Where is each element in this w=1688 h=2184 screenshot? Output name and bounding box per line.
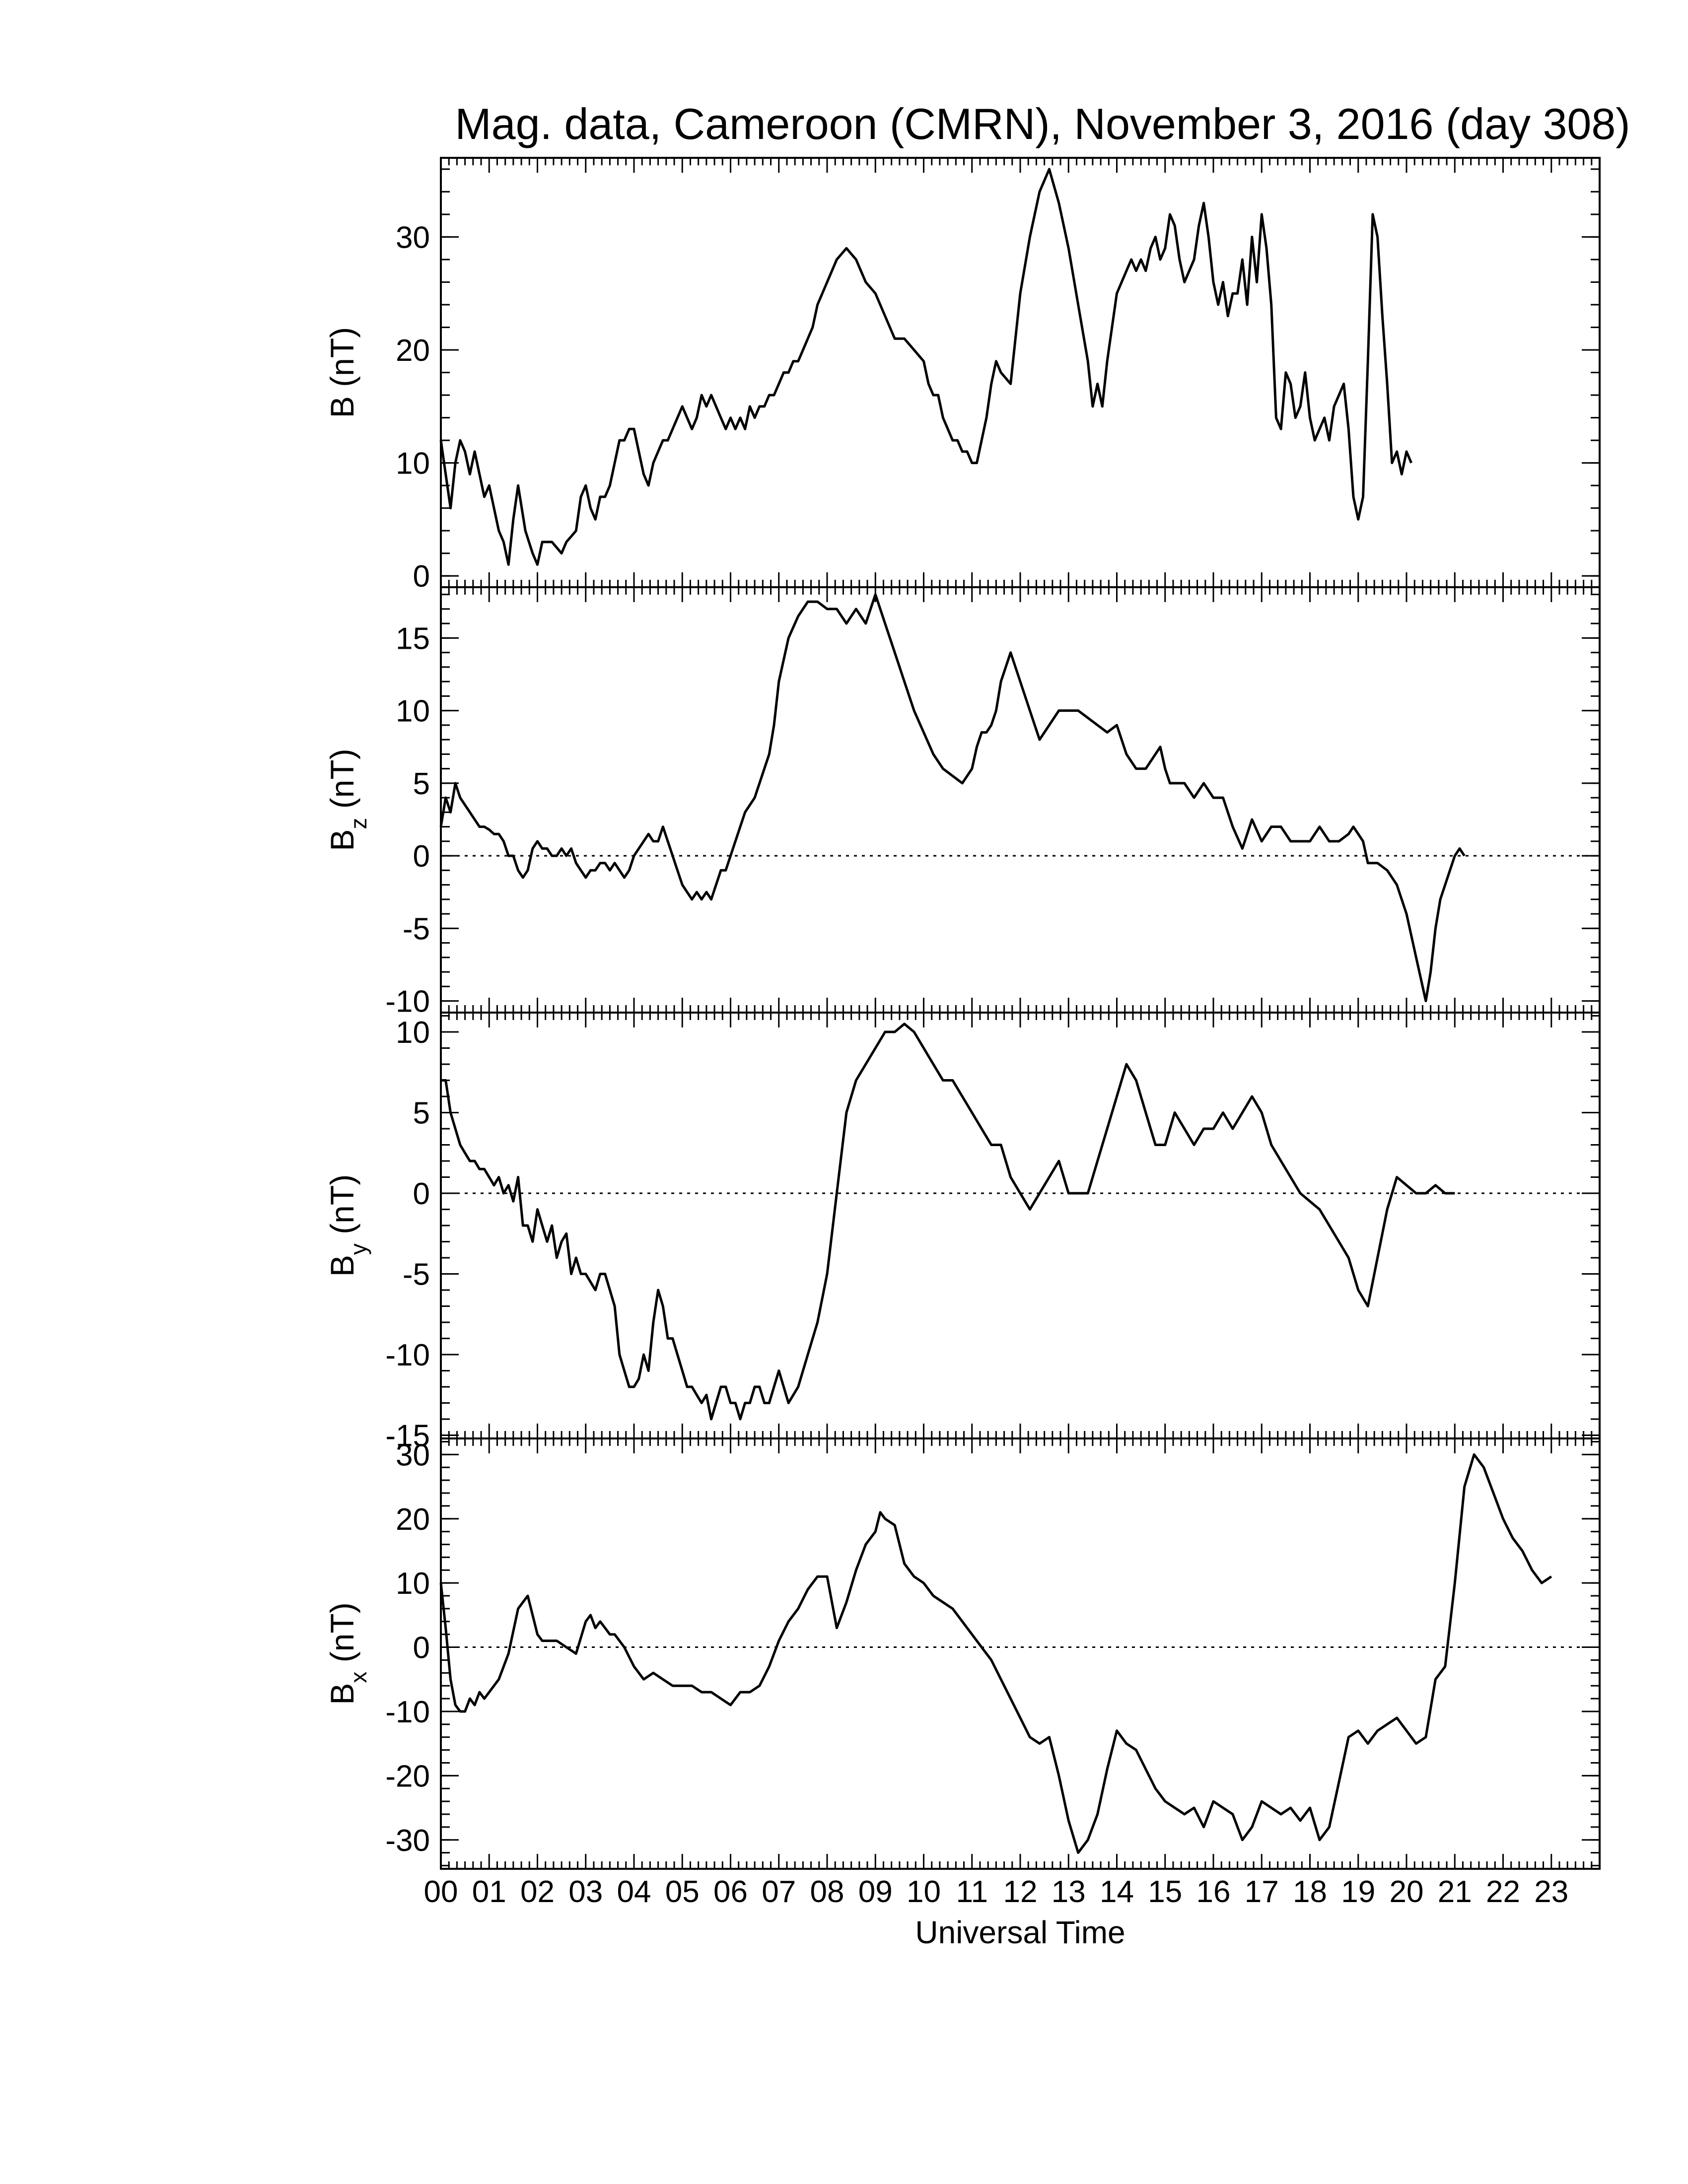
y-tick-label: 0 (413, 1177, 430, 1211)
y-axis-label: B (nT) (324, 327, 360, 418)
x-tick-label: 01 (472, 1875, 506, 1909)
x-tick-label: 03 (568, 1875, 603, 1909)
panel-frame (440, 157, 1601, 588)
y-tick-label: 20 (396, 334, 430, 368)
panel-frame (440, 1437, 1601, 1870)
y-tick-label: 10 (396, 1016, 430, 1050)
panels-group: 0 10 20 30 B (nT) -10 -5 0 5 10 15 Bz (nT) -15 -10 -5 0… (324, 157, 1601, 1870)
panel-Bz: -10 -5 0 5 10 15 Bz (nT) (324, 586, 1601, 1019)
x-tick-label: 00 (424, 1875, 458, 1909)
panel-frame (440, 586, 1601, 1014)
y-tick-label: 5 (413, 767, 430, 801)
y-tick-label: 20 (396, 1502, 430, 1537)
x-tick-label: 12 (1003, 1875, 1038, 1909)
x-tick-label: 20 (1390, 1875, 1424, 1909)
panel-frame (440, 1012, 1601, 1439)
x-tick-label: 07 (762, 1875, 796, 1909)
y-tick-label: -5 (403, 1258, 430, 1292)
y-axis-label: By (nT) (324, 1174, 371, 1277)
panel-By: -15 -10 -5 0 5 10 By (nT) (324, 1012, 1601, 1453)
y-tick-label: -15 (385, 1419, 430, 1453)
x-tick-label: 22 (1486, 1875, 1520, 1909)
series-line-Bx (439, 1453, 1552, 1854)
chart-title: Mag. data, Cameroon (CMRN), November 3, … (455, 99, 1630, 148)
x-tick-label: 16 (1196, 1875, 1231, 1909)
y-tick-label: -20 (385, 1759, 430, 1793)
x-tick-label: 14 (1100, 1875, 1134, 1909)
panel-B: 0 10 20 30 B (nT) (324, 157, 1601, 594)
x-tick-label: 10 (907, 1875, 941, 1909)
x-tick-label: 04 (617, 1875, 651, 1909)
x-tick-label: 19 (1341, 1875, 1375, 1909)
y-tick-label: 10 (396, 447, 430, 481)
y-axis-label: Bz (nT) (324, 749, 371, 851)
y-axis-label: Bx (nT) (324, 1602, 371, 1705)
x-tick-label: 06 (713, 1875, 748, 1909)
y-tick-label: -10 (385, 1338, 430, 1372)
y-tick-label: 15 (396, 621, 430, 656)
x-tick-label: 11 (956, 1875, 988, 1909)
x-tick-label: 13 (1052, 1875, 1086, 1909)
y-tick-label: 5 (413, 1096, 430, 1131)
x-tick-label: 18 (1293, 1875, 1327, 1909)
y-tick-label: -30 (385, 1824, 430, 1858)
series-line-B (439, 168, 1413, 566)
y-tick-label: 10 (396, 1567, 430, 1601)
x-tick-label: 09 (858, 1875, 893, 1909)
x-tick-label: 08 (810, 1875, 844, 1909)
series-line-By (441, 1023, 1455, 1421)
y-tick-label: 30 (396, 1438, 430, 1472)
y-tick-label: 0 (413, 559, 430, 594)
panel-Bx: -30 -20 -10 0 10 20 30 Bx (nT) (324, 1437, 1601, 1870)
y-tick-label: -5 (403, 912, 430, 946)
x-tick-label: 05 (665, 1875, 700, 1909)
x-axis-label: Universal Time (915, 1914, 1125, 1950)
x-tick-label: 15 (1148, 1875, 1182, 1909)
x-tick-label: 23 (1534, 1875, 1568, 1909)
x-tick-label: 21 (1438, 1875, 1472, 1909)
x-tick-label: 02 (520, 1875, 555, 1909)
x-axis-tick-labels: 00 01 02 03 04 05 06 07 08 09 10 11 12 13 14 15 16 17 18 19… (424, 1875, 1569, 1909)
series-line-Bz (439, 593, 1466, 1003)
y-tick-label: -10 (385, 1695, 430, 1729)
y-tick-label: 30 (396, 220, 430, 255)
y-tick-label: 10 (396, 694, 430, 729)
x-tick-label: 17 (1245, 1875, 1279, 1909)
y-tick-label: 0 (413, 839, 430, 874)
y-tick-label: -10 (385, 985, 430, 1019)
y-tick-label: 0 (413, 1631, 430, 1665)
